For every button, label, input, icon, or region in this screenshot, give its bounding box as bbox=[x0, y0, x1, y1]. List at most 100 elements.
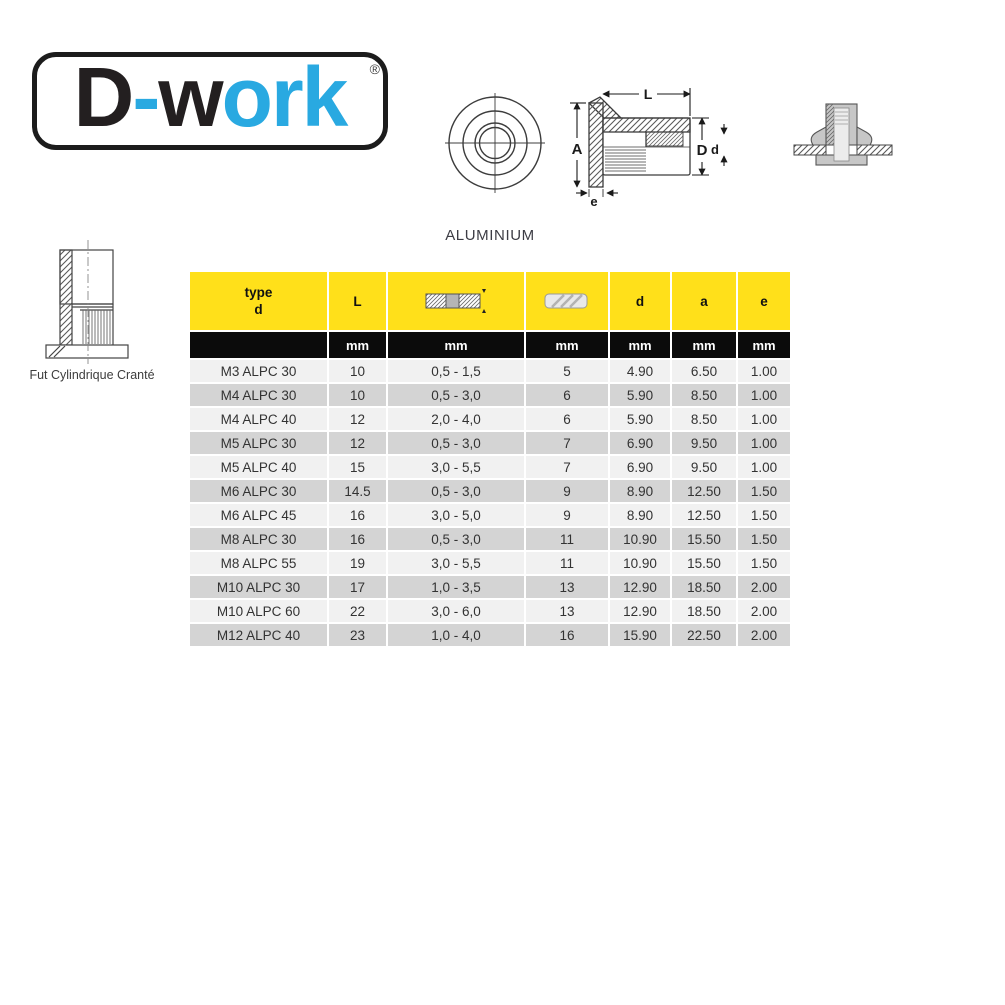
cell-grip-range: 3,0 - 5,5 bbox=[388, 456, 524, 478]
cell-drill: 7 bbox=[526, 432, 608, 454]
cell-L: 22 bbox=[329, 600, 386, 622]
cell-grip-range: 1,0 - 4,0 bbox=[388, 624, 524, 646]
cell-a: 8.50 bbox=[672, 408, 736, 430]
unit-cell: mm bbox=[738, 332, 790, 358]
cell-type: M6 ALPC 30 bbox=[190, 480, 327, 502]
cell-L: 12 bbox=[329, 408, 386, 430]
cell-e: 2.00 bbox=[738, 624, 790, 646]
cell-drill: 9 bbox=[526, 480, 608, 502]
cell-type: M4 ALPC 30 bbox=[190, 384, 327, 406]
cell-a: 12.50 bbox=[672, 504, 736, 526]
cell-a: 22.50 bbox=[672, 624, 736, 646]
installed-view-icon bbox=[793, 103, 893, 166]
cell-type: M5 ALPC 40 bbox=[190, 456, 327, 478]
cell-drill: 6 bbox=[526, 408, 608, 430]
cell-e: 1.00 bbox=[738, 360, 790, 382]
cell-grip-range: 0,5 - 3,0 bbox=[388, 384, 524, 406]
table-row: M4 ALPC 40 12 2,0 - 4,0 6 5.90 8.50 1.00 bbox=[190, 408, 790, 430]
cell-d: 15.90 bbox=[610, 624, 670, 646]
cell-drill: 6 bbox=[526, 384, 608, 406]
cell-L: 10 bbox=[329, 384, 386, 406]
table-row: M10 ALPC 30 17 1,0 - 3,5 13 12.90 18.50 … bbox=[190, 576, 790, 598]
table-row: M5 ALPC 30 12 0,5 - 3,0 7 6.90 9.50 1.00 bbox=[190, 432, 790, 454]
table-row: M6 ALPC 30 14.5 0,5 - 3,0 9 8.90 12.50 1… bbox=[190, 480, 790, 502]
cell-L: 10 bbox=[329, 360, 386, 382]
cell-L: 23 bbox=[329, 624, 386, 646]
table-row: M10 ALPC 60 22 3,0 - 6,0 13 12.90 18.50 … bbox=[190, 600, 790, 622]
cell-grip-range: 3,0 - 5,5 bbox=[388, 552, 524, 574]
table-row: M4 ALPC 30 10 0,5 - 3,0 6 5.90 8.50 1.00 bbox=[190, 384, 790, 406]
cell-grip-range: 2,0 - 4,0 bbox=[388, 408, 524, 430]
cell-type: M3 ALPC 30 bbox=[190, 360, 327, 382]
cell-a: 9.50 bbox=[672, 456, 736, 478]
unit-cell: mm bbox=[388, 332, 524, 358]
cell-e: 1.50 bbox=[738, 480, 790, 502]
cell-d: 8.90 bbox=[610, 480, 670, 502]
cell-type: M4 ALPC 40 bbox=[190, 408, 327, 430]
dim-label-e: e bbox=[590, 194, 597, 209]
cell-d: 12.90 bbox=[610, 576, 670, 598]
cell-a: 8.50 bbox=[672, 384, 736, 406]
cell-grip-range: 0,5 - 1,5 bbox=[388, 360, 524, 382]
table-body: M3 ALPC 30 10 0,5 - 1,5 5 4.90 6.50 1.00… bbox=[190, 360, 790, 646]
cell-L: 19 bbox=[329, 552, 386, 574]
header-cell-drill bbox=[526, 272, 608, 330]
cell-d: 12.90 bbox=[610, 600, 670, 622]
unit-cell: mm bbox=[526, 332, 608, 358]
cell-L: 16 bbox=[329, 528, 386, 550]
unit-cell: mm bbox=[610, 332, 670, 358]
cell-d: 4.90 bbox=[610, 360, 670, 382]
cell-e: 1.50 bbox=[738, 528, 790, 550]
cell-d: 6.90 bbox=[610, 456, 670, 478]
cell-drill: 5 bbox=[526, 360, 608, 382]
cell-type: M8 ALPC 30 bbox=[190, 528, 327, 550]
cell-e: 1.00 bbox=[738, 384, 790, 406]
cell-d: 6.90 bbox=[610, 432, 670, 454]
cell-e: 2.00 bbox=[738, 600, 790, 622]
unit-cell bbox=[190, 332, 327, 358]
header-cell-e: e bbox=[738, 272, 790, 330]
cell-d: 5.90 bbox=[610, 384, 670, 406]
cell-type: M12 ALPC 40 bbox=[190, 624, 327, 646]
table-row: M8 ALPC 30 16 0,5 - 3,0 11 10.90 15.50 1… bbox=[190, 528, 790, 550]
cell-drill: 13 bbox=[526, 600, 608, 622]
cell-drill: 9 bbox=[526, 504, 608, 526]
cell-drill: 7 bbox=[526, 456, 608, 478]
header-cell-L: L bbox=[329, 272, 386, 330]
table-row: M8 ALPC 55 19 3,0 - 5,5 11 10.90 15.50 1… bbox=[190, 552, 790, 574]
cell-d: 10.90 bbox=[610, 552, 670, 574]
header-cell-grip bbox=[388, 272, 524, 330]
cell-a: 18.50 bbox=[672, 600, 736, 622]
header-cell-d: d bbox=[610, 272, 670, 330]
cell-drill: 11 bbox=[526, 528, 608, 550]
cell-grip-range: 3,0 - 5,0 bbox=[388, 504, 524, 526]
spec-table: type d L bbox=[190, 272, 790, 646]
body-style-caption: Fut Cylindrique Cranté bbox=[29, 368, 155, 382]
table-units-row: mm mm mm mm mm mm bbox=[190, 332, 790, 358]
header-cell-a: a bbox=[672, 272, 736, 330]
table-row: M3 ALPC 30 10 0,5 - 1,5 5 4.90 6.50 1.00 bbox=[190, 360, 790, 382]
brand-logo-text: D-work bbox=[73, 50, 349, 144]
cell-type: M8 ALPC 55 bbox=[190, 552, 327, 574]
cell-type: M10 ALPC 30 bbox=[190, 576, 327, 598]
technical-drawing-front-section: L A D d e bbox=[445, 86, 728, 209]
unit-cell: mm bbox=[672, 332, 736, 358]
cell-L: 12 bbox=[329, 432, 386, 454]
section-view-icon bbox=[587, 96, 691, 188]
cell-type: M5 ALPC 30 bbox=[190, 432, 327, 454]
knurled-body-icon bbox=[45, 240, 129, 364]
cell-grip-range: 1,0 - 3,5 bbox=[388, 576, 524, 598]
table-row: M12 ALPC 40 23 1,0 - 4,0 16 15.90 22.50 … bbox=[190, 624, 790, 646]
cell-a: 9.50 bbox=[672, 432, 736, 454]
cell-d: 5.90 bbox=[610, 408, 670, 430]
cell-grip-range: 0,5 - 3,0 bbox=[388, 432, 524, 454]
cell-a: 12.50 bbox=[672, 480, 736, 502]
cell-grip-range: 3,0 - 6,0 bbox=[388, 600, 524, 622]
cell-L: 16 bbox=[329, 504, 386, 526]
cell-e: 1.00 bbox=[738, 456, 790, 478]
cell-L: 14.5 bbox=[329, 480, 386, 502]
grip-range-icon bbox=[425, 289, 486, 313]
cell-a: 18.50 bbox=[672, 576, 736, 598]
cell-type: M10 ALPC 60 bbox=[190, 600, 327, 622]
